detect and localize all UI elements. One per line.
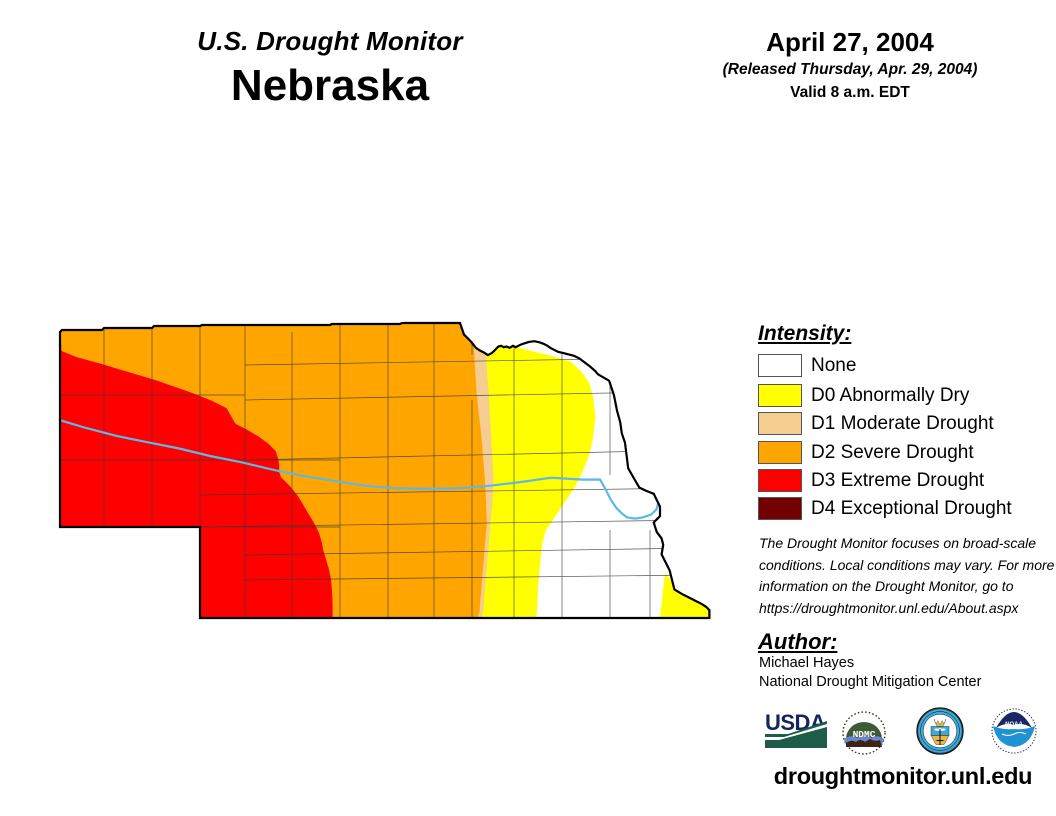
svg-text:NOAA: NOAA	[1005, 722, 1023, 728]
svg-text:NDMC: NDMC	[853, 729, 876, 740]
